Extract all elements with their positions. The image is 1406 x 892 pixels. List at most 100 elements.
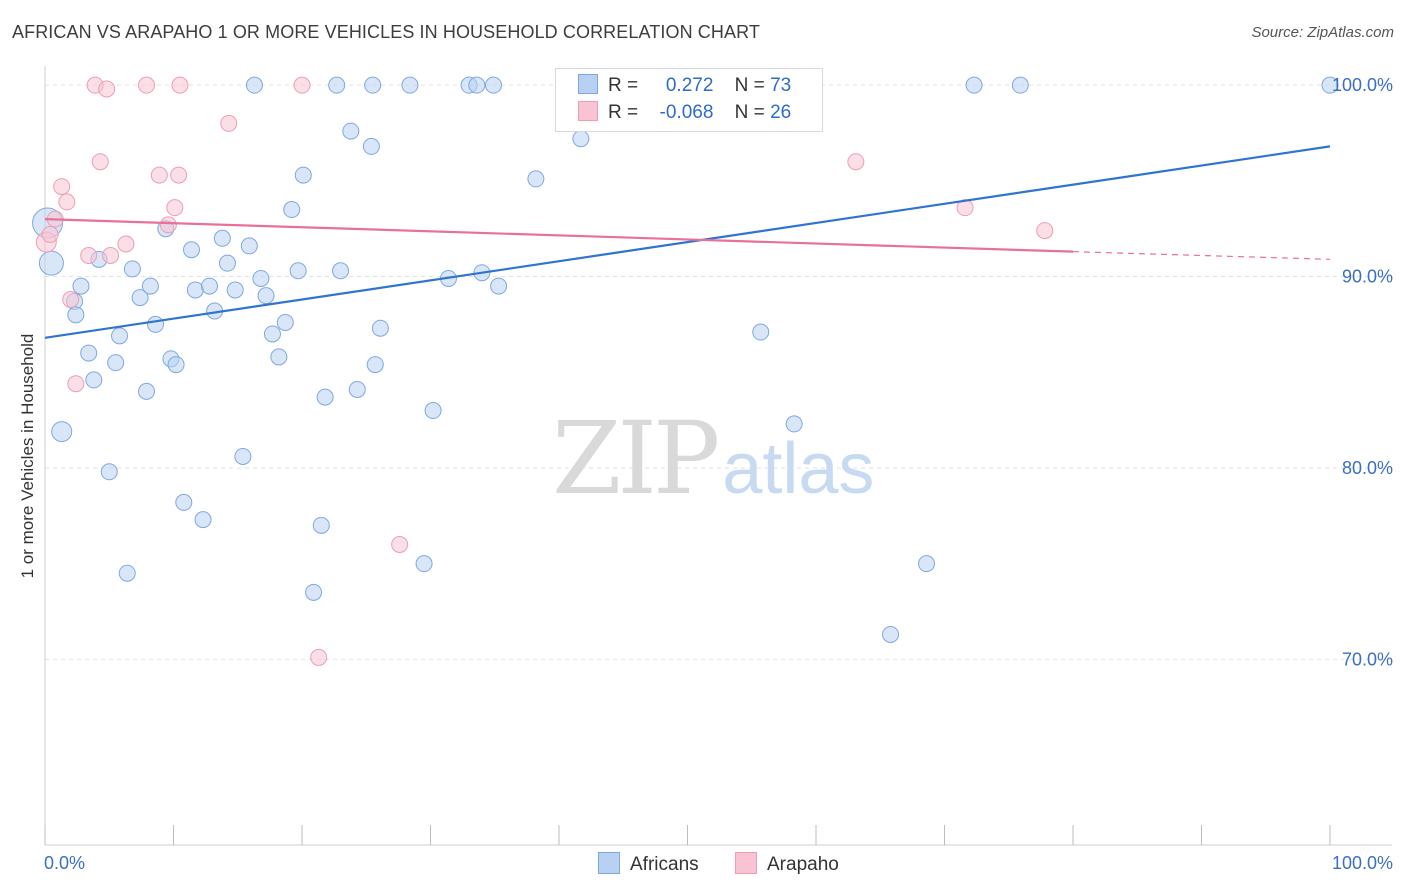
arapaho-points: [35, 76, 1054, 666]
africans-point: [131, 289, 149, 307]
africans-point: [234, 447, 252, 465]
africans-legend-label: Africans: [630, 854, 699, 875]
africans-point: [123, 260, 141, 278]
r-label: R =: [608, 75, 639, 96]
africans-point: [424, 402, 442, 420]
africans-point: [312, 516, 330, 534]
africans-point: [107, 354, 125, 372]
arapaho-point: [150, 166, 168, 184]
africans-point: [38, 250, 64, 276]
africans-point: [100, 463, 118, 481]
arapaho-point: [138, 76, 156, 94]
africans-points: [32, 76, 1339, 643]
tick-labels: 70.0% 80.0% 90.0% 100.0% 0.0% 100.0%: [44, 75, 1393, 873]
africans-point: [283, 201, 301, 219]
africans-point: [270, 348, 288, 366]
africans-point: [484, 76, 502, 94]
africans-point: [332, 262, 350, 280]
legend-item-africans[interactable]: Africans: [598, 852, 699, 876]
africans-point: [328, 76, 346, 94]
arapaho-point: [98, 80, 116, 98]
africans-point: [527, 170, 545, 188]
africans-point: [200, 277, 218, 295]
africans-point: [138, 382, 156, 400]
arapaho-swatch: [578, 101, 598, 121]
arapaho-point: [166, 199, 184, 217]
arapaho-point: [58, 193, 76, 211]
africans-n-value: 73: [770, 75, 792, 96]
africans-point: [1321, 76, 1339, 94]
grid-lines: [45, 84, 1392, 660]
arapaho-point: [91, 153, 109, 171]
arapaho-point: [847, 153, 865, 171]
africans-point: [72, 277, 90, 295]
africans-point: [245, 76, 263, 94]
africans-point: [51, 421, 73, 443]
chart-title: AFRICAN VS ARAPAHO 1 OR MORE VEHICLES IN…: [12, 22, 760, 42]
africans-point: [194, 511, 212, 529]
africans-point: [182, 241, 200, 259]
africans-point: [316, 388, 334, 406]
africans-point: [752, 323, 770, 341]
africans-point: [276, 313, 294, 331]
watermark: ZIPatlas: [552, 400, 874, 517]
n-label: N =: [734, 75, 765, 96]
arapaho-point: [310, 648, 328, 666]
africans-point: [111, 327, 129, 345]
arapaho-point: [171, 76, 189, 94]
arapaho-point: [1036, 222, 1054, 240]
africans-point: [366, 356, 384, 374]
arapaho-trend-extension: [1072, 251, 1331, 260]
africans-point: [348, 380, 366, 398]
africans-r-value: 0.272: [665, 75, 714, 96]
arapaho-r-value: -0.068: [659, 102, 714, 123]
arapaho-legend-swatch: [735, 852, 757, 874]
africans-point: [305, 583, 323, 601]
africans-point: [918, 555, 936, 573]
arapaho-point: [67, 375, 85, 393]
arapaho-point: [117, 235, 135, 253]
africans-point: [965, 76, 983, 94]
africans-point: [1011, 76, 1029, 94]
y-axis-title: 1 or more Vehicles in Household: [18, 333, 37, 579]
arapaho-n-value: 26: [770, 102, 792, 123]
legend-item-arapaho[interactable]: Arapaho: [735, 852, 839, 876]
africans-point: [257, 287, 275, 305]
africans-point: [785, 415, 803, 433]
africans-point: [415, 555, 433, 573]
africans-point: [118, 564, 136, 582]
africans-point: [252, 269, 270, 287]
arapaho-point: [293, 76, 311, 94]
trend-lines: [44, 145, 1331, 339]
stats-legend: R = 0.272 N = 73 R = -0.068 N = 26: [555, 68, 823, 132]
y-tick-label: 80.0%: [1342, 458, 1393, 478]
africans-point: [490, 277, 508, 295]
y-tick-label: 90.0%: [1342, 267, 1393, 287]
africans-point: [401, 76, 419, 94]
africans-point: [186, 281, 204, 299]
y-tick-label: 100.0%: [1332, 75, 1393, 95]
r-label: R =: [608, 102, 639, 123]
source-label: Source: ZipAtlas.com: [1251, 24, 1394, 41]
africans-point: [371, 319, 389, 337]
watermark-atlas: atlas: [722, 429, 875, 509]
arapaho-point: [220, 114, 238, 132]
africans-swatch: [578, 74, 598, 94]
africans-point: [167, 356, 185, 374]
africans-point: [342, 122, 360, 140]
arapaho-point: [170, 166, 188, 184]
arapaho-point: [53, 178, 71, 196]
africans-point: [85, 371, 103, 389]
africans-point: [213, 229, 231, 247]
africans-point: [67, 306, 85, 324]
africans-point: [175, 493, 193, 511]
x-tick-label: 100.0%: [1332, 853, 1393, 873]
africans-point: [263, 325, 281, 343]
axes: [44, 66, 1392, 846]
y-tick-label: 70.0%: [1342, 649, 1393, 669]
africans-point: [289, 262, 307, 280]
legend-row-arapaho: R = -0.068 N = 26: [578, 101, 791, 127]
africans-point: [364, 76, 382, 94]
arapaho-point: [102, 246, 120, 264]
arapaho-point: [391, 536, 409, 554]
